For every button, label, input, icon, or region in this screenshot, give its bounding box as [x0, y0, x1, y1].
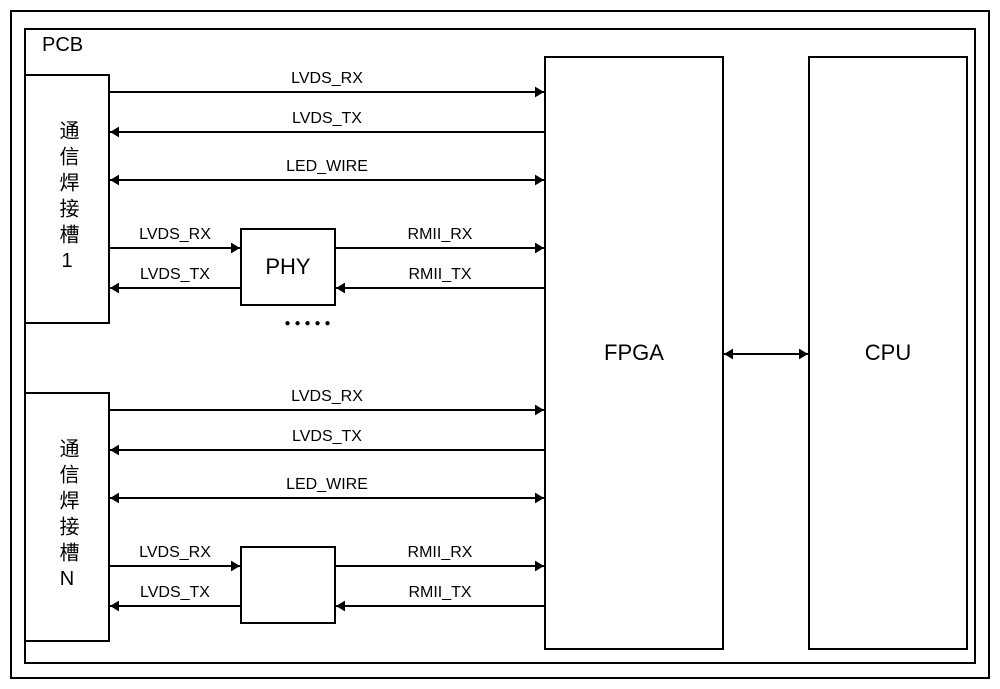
vertical-ellipsis: ●●●●●: [282, 318, 332, 329]
phy-1-label: PHY: [265, 253, 310, 282]
signal-label: LVDS_RX: [267, 388, 387, 406]
signal-label: LVDS_RX: [115, 226, 235, 244]
slot-n-label: 通信焊接槽N: [54, 438, 80, 596]
phy-n: [240, 546, 336, 624]
cpu-label: CPU: [865, 339, 911, 368]
signal-label: LVDS_RX: [115, 544, 235, 562]
signal-label: LED_WIRE: [267, 158, 387, 176]
slot-1-label: 通信焊接槽1: [54, 120, 80, 278]
signal-label: LED_WIRE: [267, 476, 387, 494]
signal-label: LVDS_TX: [115, 266, 235, 284]
signal-label: RMII_RX: [380, 544, 500, 562]
cpu-block: CPU: [808, 56, 968, 650]
slot-n: 通信焊接槽N: [24, 392, 110, 642]
signal-label: LVDS_TX: [267, 428, 387, 446]
phy-1: PHY: [240, 228, 336, 306]
signal-label: LVDS_TX: [115, 584, 235, 602]
signal-label: RMII_RX: [380, 226, 500, 244]
pcb-label: PCB: [38, 34, 87, 57]
signal-label: LVDS_RX: [267, 70, 387, 88]
signal-label: LVDS_TX: [267, 110, 387, 128]
signal-label: RMII_TX: [380, 266, 500, 284]
slot-1: 通信焊接槽1: [24, 74, 110, 324]
fpga-block: FPGA: [544, 56, 724, 650]
signal-label: RMII_TX: [380, 584, 500, 602]
fpga-label: FPGA: [604, 339, 664, 368]
